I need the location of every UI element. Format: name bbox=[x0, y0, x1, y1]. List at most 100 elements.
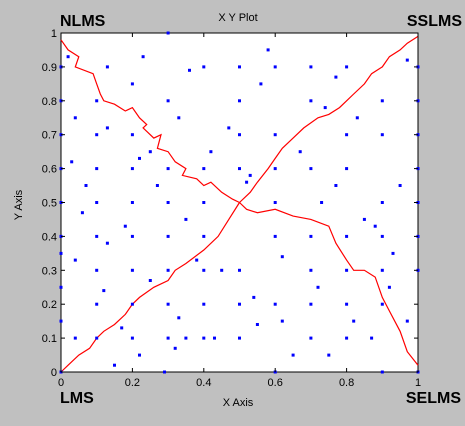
scatter-point bbox=[166, 167, 170, 171]
scatter-point bbox=[380, 370, 384, 374]
x-tick-label: 0.6 bbox=[268, 377, 283, 389]
scatter-point bbox=[95, 201, 99, 204]
trajectory-line-3 bbox=[60, 202, 241, 373]
x-axis-label: X Axis bbox=[223, 397, 254, 409]
scatter-point bbox=[391, 251, 395, 255]
scatter-point bbox=[202, 234, 206, 238]
scatter-point bbox=[141, 55, 145, 59]
scatter-point bbox=[273, 167, 277, 171]
y-axis-label: Y Axis bbox=[13, 189, 25, 220]
scatter-point bbox=[166, 99, 170, 103]
trajectory-line-0 bbox=[60, 39, 240, 204]
scatter-point bbox=[213, 336, 216, 340]
x-tick-label: 0.8 bbox=[339, 377, 354, 389]
scatter-point bbox=[309, 234, 313, 238]
chart-title: X Y Plot bbox=[218, 12, 257, 24]
x-tick-label: 1 bbox=[415, 377, 421, 389]
scatter-point bbox=[95, 268, 99, 272]
scatter-point bbox=[252, 295, 256, 299]
scatter-point bbox=[298, 150, 302, 154]
scatter-point bbox=[387, 285, 391, 289]
y-tick-label: 0.2 bbox=[42, 299, 57, 311]
scatter-point bbox=[95, 234, 99, 238]
scatter-point bbox=[130, 268, 134, 272]
scatter-point bbox=[345, 234, 349, 238]
scatter-point bbox=[148, 279, 152, 282]
scatter-point bbox=[95, 336, 99, 340]
scatter-point bbox=[184, 217, 188, 221]
scatter-point bbox=[66, 55, 70, 59]
scatter-point bbox=[273, 234, 277, 238]
scatter-point bbox=[245, 180, 249, 184]
scatter-point bbox=[166, 234, 170, 238]
scatter-point bbox=[209, 150, 213, 154]
scatter-point bbox=[309, 268, 313, 272]
scatter-point bbox=[220, 268, 224, 272]
scatter-point bbox=[345, 167, 349, 171]
scatter-point bbox=[309, 65, 313, 69]
scatter-point bbox=[309, 99, 313, 103]
scatter-point bbox=[113, 363, 116, 367]
scatter-point bbox=[345, 133, 349, 137]
scatter-point bbox=[280, 319, 284, 323]
scatter-point bbox=[177, 116, 181, 120]
y-tick-label: 0.4 bbox=[42, 231, 57, 243]
scatter-point bbox=[266, 48, 270, 52]
scatter-point bbox=[130, 234, 134, 238]
y-tick-label: 0.5 bbox=[42, 198, 57, 210]
scatter-point bbox=[238, 302, 241, 306]
scatter-point bbox=[352, 319, 356, 323]
scatter-point bbox=[309, 167, 313, 171]
y-tick-label: 0.1 bbox=[42, 333, 57, 345]
scatter-point bbox=[309, 302, 313, 306]
y-tick-label: 0 bbox=[51, 367, 57, 379]
scatter-point bbox=[405, 58, 409, 62]
scatter-point bbox=[273, 201, 277, 204]
y-tick-label: 0.8 bbox=[42, 96, 57, 108]
scatter-point bbox=[238, 99, 241, 103]
scatter-point bbox=[59, 285, 63, 289]
scatter-point bbox=[148, 150, 152, 154]
scatter-point bbox=[291, 353, 295, 357]
scatter-point bbox=[345, 302, 349, 306]
scatter-point bbox=[345, 65, 349, 69]
scatter-point bbox=[73, 258, 77, 262]
scatter-point bbox=[238, 268, 241, 272]
scatter-point bbox=[202, 336, 206, 340]
scatter-point bbox=[334, 184, 338, 187]
x-tick-label: 0 bbox=[58, 377, 64, 389]
x-tick-label: 0.4 bbox=[196, 377, 211, 389]
trajectory-line-1 bbox=[239, 35, 419, 203]
scatter-point bbox=[184, 336, 188, 340]
scatter-point bbox=[130, 167, 134, 171]
scatter-point bbox=[202, 201, 206, 204]
y-tick-label: 0.9 bbox=[42, 62, 57, 74]
corner-label-lms: LMS bbox=[60, 390, 94, 407]
scatter-point bbox=[259, 82, 263, 86]
scatter-point bbox=[380, 99, 384, 103]
scatter-point bbox=[95, 99, 99, 103]
scatter-point bbox=[373, 224, 377, 228]
scatter-point bbox=[195, 258, 199, 262]
scatter-point bbox=[238, 167, 241, 171]
scatter-point bbox=[95, 167, 99, 171]
scatter-point bbox=[202, 302, 206, 306]
scatter-point bbox=[334, 75, 338, 79]
scatter-point bbox=[70, 160, 74, 164]
y-tick-label: 0.3 bbox=[42, 265, 57, 277]
scatter-point bbox=[84, 184, 88, 187]
axis-ticks: 0 0.2 0.4 0.6 0.8 1 0 0.1 0.2 0.3 0.4 0.5 0.6 0.7 0.8 0… bbox=[42, 28, 421, 389]
scatter-point bbox=[59, 319, 63, 323]
scatter-point bbox=[173, 346, 177, 350]
scatter-point bbox=[166, 31, 170, 35]
scatter-point bbox=[273, 302, 277, 306]
scatter-point bbox=[123, 224, 127, 228]
scatter-point bbox=[163, 370, 166, 374]
scatter-point bbox=[95, 302, 99, 306]
scatter-point bbox=[398, 184, 402, 187]
scatter-point bbox=[177, 316, 181, 320]
scatter-point bbox=[202, 65, 206, 69]
scatter-point bbox=[105, 241, 109, 245]
